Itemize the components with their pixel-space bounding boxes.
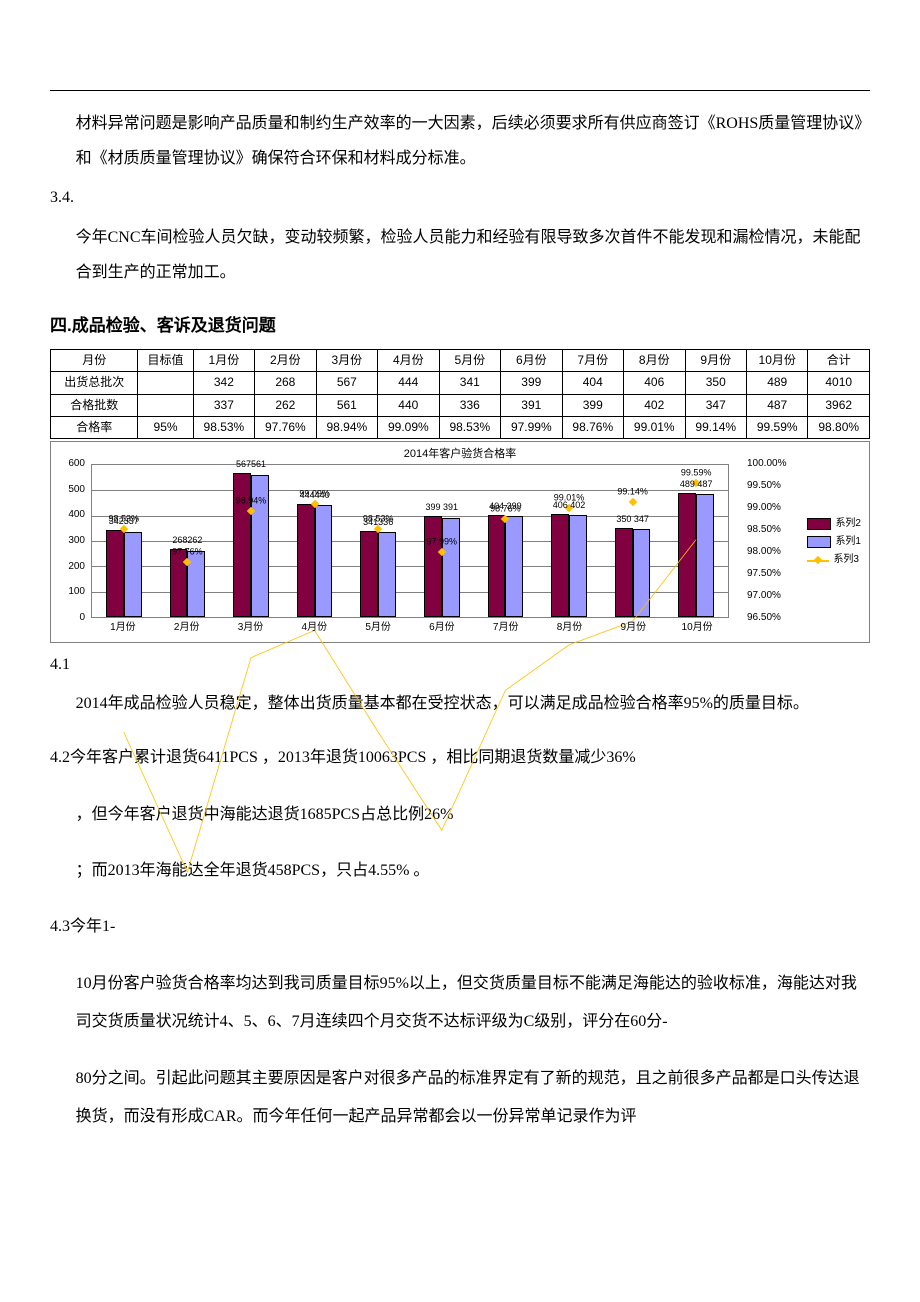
x-tick-label: 3月份 (238, 620, 264, 636)
intro-paragraph-2: 今年CNC车间检验人员欠缺，变动较频繁，检验人员能力和经验有限导致多次首件不能发… (50, 220, 870, 290)
page-divider (50, 90, 870, 91)
x-tick-label: 1月份 (110, 620, 136, 636)
table-header-cell: 3月份 (316, 350, 377, 372)
chart-legend: 系列2 系列1 系列3 (805, 512, 863, 572)
table-header-cell: 7月份 (562, 350, 623, 372)
table-header-cell: 9月份 (685, 350, 746, 372)
table-header-cell: 6月份 (501, 350, 562, 372)
x-tick-label: 4月份 (302, 620, 328, 636)
table-row: 合格率95%98.53%97.76%98.94%99.09%98.53%97.9… (51, 416, 870, 438)
table-header-cell: 2月份 (255, 350, 316, 372)
chart-y-axis-right: 96.50%97.00%97.50%98.00%98.50%99.00%99.5… (741, 464, 801, 618)
chart-x-axis: 1月份 2月份 3月份 4月份 5月份 6月份 7月份 8月份 9月份 10月份 (91, 620, 729, 638)
pct-value-label: 99.59% (681, 465, 712, 479)
table-header-cell: 目标值 (138, 350, 193, 372)
pct-value-label: 98.53% (363, 511, 394, 525)
table-header-cell: 月份 (51, 350, 138, 372)
x-tick-label: 9月份 (621, 620, 647, 636)
x-tick-label: 10月份 (682, 620, 713, 636)
monthly-data-table: 月份目标值1月份2月份3月份4月份5月份6月份7月份8月份9月份10月份合计 出… (50, 349, 870, 439)
chart-plot-area: 342337268262567561444440341336399 391404… (91, 464, 729, 618)
bar-value-label: 567561 (236, 457, 266, 471)
pct-value-label: 98.53% (109, 511, 140, 525)
table-header-cell: 10月份 (746, 350, 807, 372)
table-row: 出货总批次3422685674443413994044063504894010 (51, 372, 870, 394)
legend-label-series3: 系列3 (833, 552, 859, 568)
pct-value-label: 99.01% (554, 491, 585, 505)
x-tick-label: 6月份 (429, 620, 455, 636)
table-header-cell: 8月份 (624, 350, 685, 372)
table-body: 出货总批次3422685674443413994044063504894010合… (51, 372, 870, 439)
table-header: 月份目标值1月份2月份3月份4月份5月份6月份7月份8月份9月份10月份合计 (51, 350, 870, 372)
table-row: 合格批数3372625614403363913994023474873962 (51, 394, 870, 416)
intro-paragraph-1: 材料异常问题是影响产品质量和制约生产效率的一大因素，后续必须要求所有供应商签订《… (50, 106, 870, 176)
bar-value-label: 399 391 (426, 500, 459, 514)
pct-value-label: 99.09% (299, 487, 330, 501)
pct-value-label: 98.76% (490, 501, 521, 515)
legend-label-series2: 系列2 (835, 516, 861, 532)
table-header-cell: 5月份 (439, 350, 500, 372)
x-tick-label: 7月份 (493, 620, 519, 636)
legend-label-series1: 系列1 (835, 534, 861, 550)
table-header-cell: 4月份 (378, 350, 439, 372)
x-tick-label: 8月份 (557, 620, 583, 636)
x-tick-label: 2月份 (174, 620, 200, 636)
bar-value-label: 350 347 (616, 512, 649, 526)
section-number-34: 3.4. (50, 180, 870, 215)
pct-value-label: 97.76% (172, 545, 203, 559)
pct-value-label: 98.94% (236, 494, 267, 508)
section-4-heading: 四.成品检验、客诉及退货问题 (50, 312, 870, 339)
table-header-cell: 合计 (808, 350, 870, 372)
chart-y-axis-left: 0100200300400500600 (51, 464, 89, 618)
table-header-cell: 1月份 (193, 350, 254, 372)
x-tick-label: 5月份 (365, 620, 391, 636)
pct-value-label: 97.99% (427, 535, 458, 549)
acceptance-rate-chart: 2014年客户验货合格率 0100200300400500600 3423372… (50, 441, 870, 643)
pct-value-label: 99.14% (617, 485, 648, 499)
